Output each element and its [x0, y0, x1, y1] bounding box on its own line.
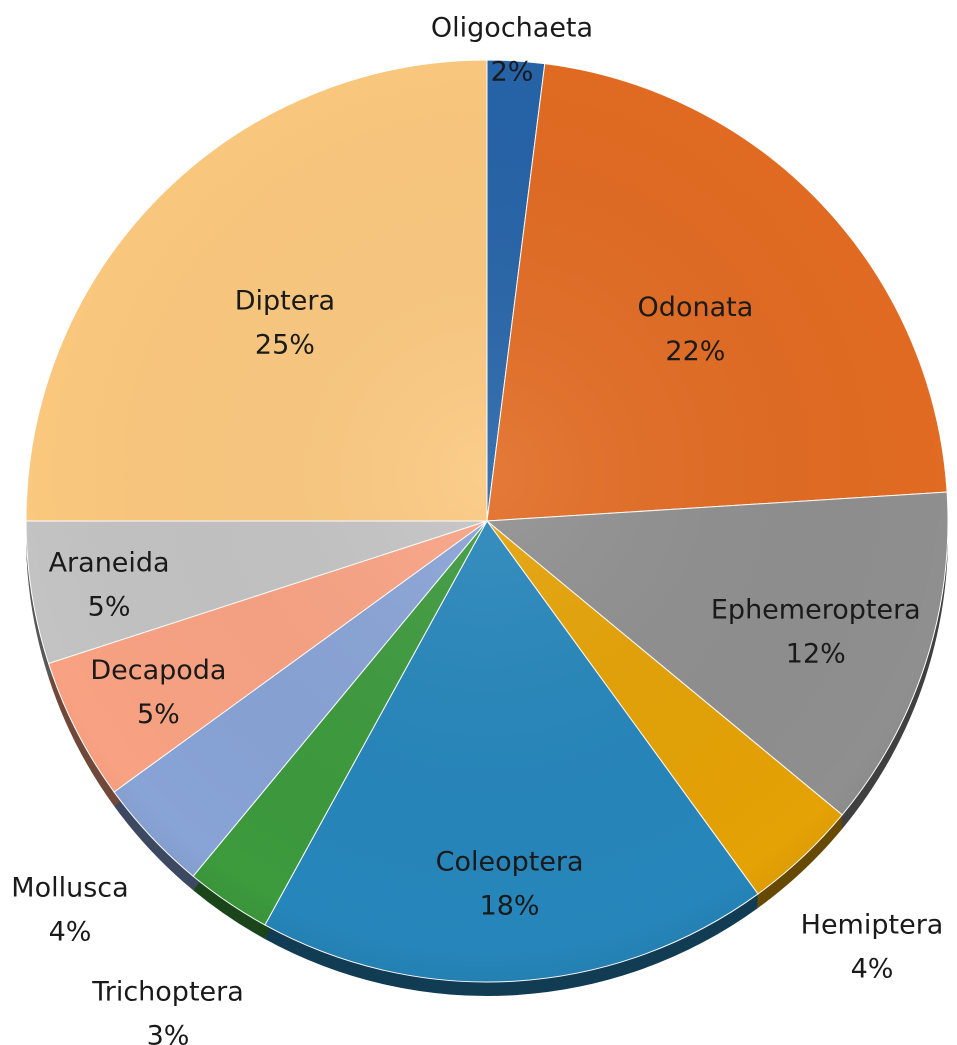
slice-percent-decapoda: 5%: [137, 699, 180, 730]
slice-percent-odonata: 22%: [665, 336, 725, 367]
slice-label-odonata: Odonata: [638, 292, 754, 323]
slice-percent-coleoptera: 18%: [480, 890, 540, 921]
slice-label-mollusca: Mollusca: [11, 873, 128, 904]
slice-percent-ephemeroptera: 12%: [786, 638, 846, 669]
slice-percent-araneida: 5%: [88, 591, 131, 622]
pie-slices: [25, 59, 949, 983]
slice-percent-trichoptera: 3%: [147, 1021, 190, 1045]
slice-label-hemiptera: Hemiptera: [801, 910, 944, 941]
slice-label-trichoptera: Trichoptera: [91, 977, 244, 1008]
slice-label-decapoda: Decapoda: [90, 655, 226, 686]
slice-percent-diptera: 25%: [255, 329, 315, 360]
slice-percent-oligochaeta: 2%: [491, 57, 534, 88]
slice-label-ephemeroptera: Ephemeroptera: [711, 594, 921, 625]
slice-labels: Oligochaeta 2% Odonata 22% Ephemeroptera 12% H…: [11, 13, 943, 1045]
slice-label-coleoptera: Coleoptera: [436, 846, 584, 877]
slice-percent-mollusca: 4%: [49, 917, 92, 948]
slice-label-oligochaeta: Oligochaeta: [431, 13, 593, 44]
slice-percent-hemiptera: 4%: [851, 954, 894, 985]
slice-label-araneida: Araneida: [49, 547, 170, 578]
slice-label-diptera: Diptera: [235, 285, 335, 316]
